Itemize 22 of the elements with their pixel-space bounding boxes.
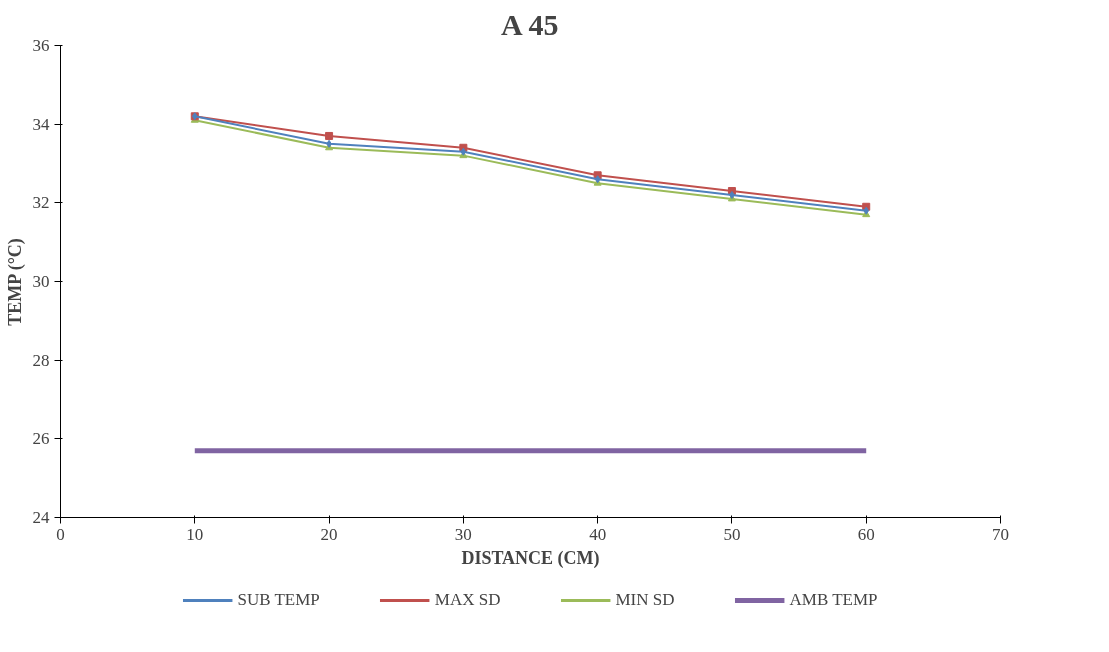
legend-label: MIN SD	[615, 590, 675, 610]
chart-title: A 45	[500, 7, 559, 41]
y-axis-title: TEMP (°C)	[4, 238, 26, 326]
x-tick-label: 70	[992, 524, 1009, 544]
x-tick-label: 20	[320, 524, 338, 544]
y-tick-label: 34	[32, 114, 50, 134]
y-tick-label: 28	[32, 350, 50, 370]
x-tick-label: 10	[186, 524, 204, 544]
legend-label: MAX SD	[434, 590, 501, 610]
x-tick-label: 40	[589, 524, 607, 544]
x-tick-label: 60	[857, 524, 875, 544]
x-tick-label: 50	[723, 524, 741, 544]
y-tick-label: 30	[32, 272, 50, 291]
legend-label: AMB TEMP	[789, 590, 878, 610]
y-tick-label: 36	[32, 36, 50, 55]
y-tick-label: 24	[32, 508, 50, 527]
x-axis-title: DISTANCE (CM)	[461, 547, 600, 569]
y-tick-label: 26	[32, 429, 50, 449]
x-tick-label: 30	[454, 524, 472, 544]
legend-label: SUB TEMP	[237, 590, 320, 610]
y-tick-label: 32	[32, 193, 50, 213]
x-tick-label: 0	[56, 524, 65, 544]
